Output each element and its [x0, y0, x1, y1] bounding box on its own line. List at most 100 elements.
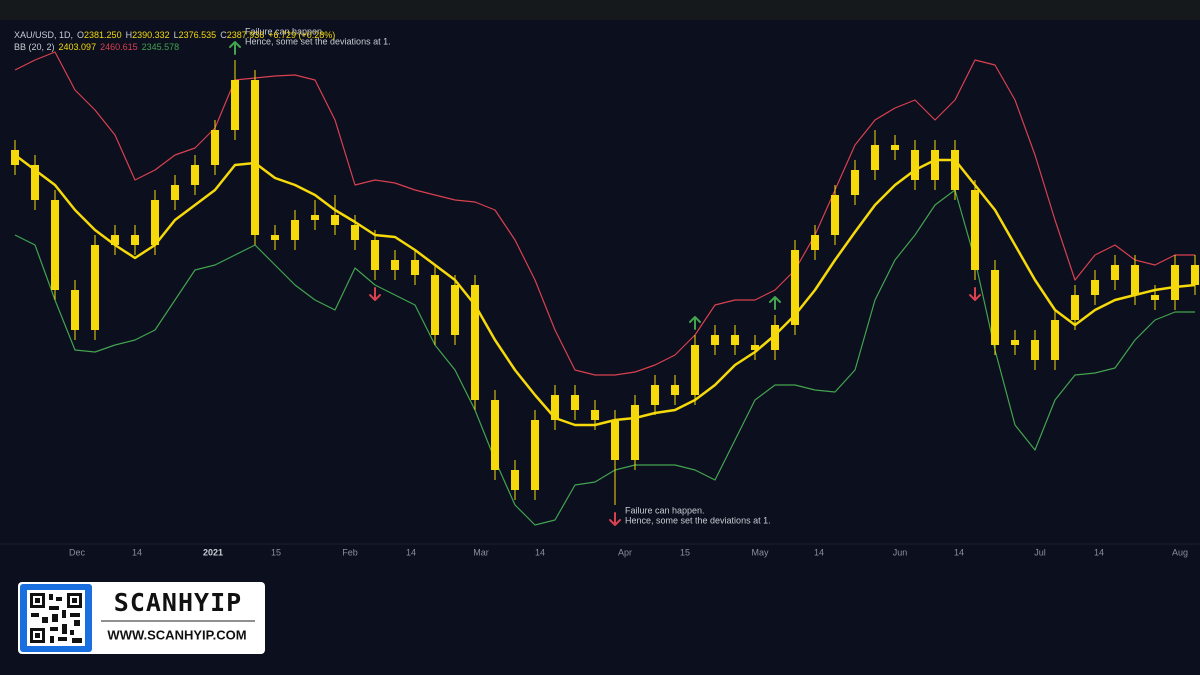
- signal-arrow: [769, 296, 781, 310]
- x-tick-label: Apr: [618, 547, 632, 557]
- ohlc-label: O: [77, 30, 84, 40]
- signal-arrow: [369, 287, 381, 301]
- band-line: [14, 154, 1196, 427]
- watermark-brand: SCANHYIP: [114, 588, 242, 617]
- ohlc-value: 2390.332: [132, 30, 170, 40]
- ohlc-value: 2381.250: [84, 30, 122, 40]
- change: +6.729 (+0.28%): [268, 30, 335, 40]
- candle-body: [431, 275, 439, 335]
- candle-body: [231, 80, 239, 130]
- candle-body: [691, 345, 699, 395]
- candle-body: [71, 290, 79, 330]
- annotation: Hence, some set the deviations at 1.: [245, 36, 391, 46]
- arrow-shape: [969, 287, 981, 301]
- candle-body: [831, 195, 839, 235]
- x-tick-label: 14: [1094, 547, 1104, 557]
- candle-body: [931, 150, 939, 180]
- x-tick-label: Jun: [893, 547, 908, 557]
- signal-arrow: [969, 287, 981, 301]
- candle-body: [671, 385, 679, 395]
- candle-body: [1011, 340, 1019, 345]
- indicator-value: 2460.615: [100, 42, 138, 52]
- candle-body: [951, 150, 959, 190]
- signal-arrow: [229, 41, 241, 55]
- annotation: Failure can happen.: [625, 505, 705, 515]
- candle-body: [1151, 295, 1159, 300]
- x-tick-label: 14: [814, 547, 824, 557]
- candle-body: [451, 285, 459, 335]
- candle-body: [371, 240, 379, 270]
- candle-body: [971, 190, 979, 270]
- signal-arrow: [609, 512, 621, 526]
- candle-body: [11, 150, 19, 165]
- candle-body: [311, 215, 319, 220]
- indicator-value: 2345.578: [142, 42, 180, 52]
- candle-body: [871, 145, 879, 170]
- candle-body: [1111, 265, 1119, 280]
- x-tick-label: Jul: [1034, 547, 1046, 557]
- candle-body: [291, 220, 299, 240]
- candle-body: [711, 335, 719, 345]
- candle-body: [251, 80, 259, 235]
- arrow-shape: [229, 41, 241, 55]
- candle-body: [651, 385, 659, 405]
- watermark: SCANHYIP WWW.SCANHYIP.COM: [18, 582, 265, 654]
- candle-body: [191, 165, 199, 185]
- candle-body: [771, 325, 779, 350]
- ohlc-label: L: [174, 30, 179, 40]
- candle-body: [151, 200, 159, 245]
- candle-body: [471, 285, 479, 400]
- x-tick-label: 15: [271, 547, 281, 557]
- x-tick-label: Mar: [473, 547, 489, 557]
- candle-body: [911, 150, 919, 180]
- candle-body: [811, 235, 819, 250]
- candle-body: [851, 170, 859, 195]
- candle-body: [551, 395, 559, 420]
- candle-body: [111, 235, 119, 245]
- x-tick-label: 2021: [203, 547, 223, 557]
- candle-body: [91, 245, 99, 330]
- symbol: XAU/USD, 1D,: [14, 30, 73, 40]
- arrow-shape: [609, 512, 621, 526]
- candle-body: [751, 345, 759, 350]
- candle-body: [171, 185, 179, 200]
- candle-body: [1071, 295, 1079, 320]
- candle-body: [591, 410, 599, 420]
- candle-body: [411, 260, 419, 275]
- candle-body: [1031, 340, 1039, 360]
- candle-body: [331, 215, 339, 225]
- candle-body: [991, 270, 999, 345]
- candle-body: [1091, 280, 1099, 295]
- candle-body: [531, 420, 539, 490]
- candle-body: [731, 335, 739, 345]
- x-tick-label: 14: [954, 547, 964, 557]
- candle-body: [31, 165, 39, 200]
- candle-body: [51, 200, 59, 290]
- candle-body: [131, 235, 139, 245]
- annotation: Hence, some set the deviations at 1.: [625, 515, 771, 525]
- ohlc-value: 2376.535: [179, 30, 217, 40]
- x-tick-label: 14: [535, 547, 545, 557]
- legend-ohlc: XAU/USD, 1D, O2381.250 H2390.332 L2376.535 C…: [14, 30, 335, 40]
- candle-body: [631, 405, 639, 460]
- x-tick-label: May: [751, 547, 769, 557]
- candle-body: [1131, 265, 1139, 295]
- candle-body: [511, 470, 519, 490]
- candle-body: [491, 400, 499, 470]
- candle-body: [391, 260, 399, 270]
- ohlc-value: 2387.936: [227, 30, 265, 40]
- candle-body: [351, 225, 359, 240]
- candle-body: [611, 420, 619, 460]
- arrow-shape: [689, 316, 701, 330]
- x-tick-label: 15: [680, 547, 690, 557]
- candle-body: [891, 145, 899, 150]
- candle-body: [1171, 265, 1179, 300]
- x-tick-label: Feb: [342, 547, 358, 557]
- legend-indicator: BB (20, 2) 2403.097 2460.615 2345.578: [14, 42, 179, 52]
- signal-arrow: [689, 316, 701, 330]
- x-tick-label: Aug: [1172, 547, 1188, 557]
- candle-body: [1051, 320, 1059, 360]
